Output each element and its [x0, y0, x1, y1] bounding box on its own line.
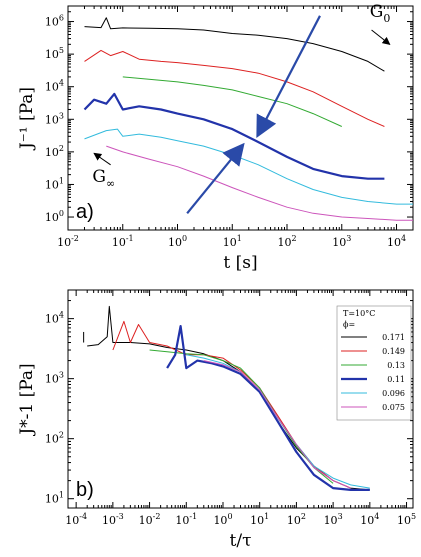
x-tick-label: 10-1 [175, 512, 197, 527]
series-line-phi-0.075 [106, 145, 413, 221]
legend-entry-label: 0.075 [382, 403, 405, 412]
panel-label: b) [76, 479, 94, 501]
panel-b: 10-4 10-3 10-2 10-1 100 101 102 103 104 105 101 102… [17, 289, 416, 551]
x-tick-label: 101 [223, 234, 242, 249]
legend-entry-label: 0.13 [387, 361, 405, 370]
y-tick-label: 100 [45, 209, 64, 224]
annotation-g0: G0 [370, 2, 391, 25]
x-tick-label: 10-2 [139, 512, 161, 527]
y-axis-label: J⁻¹ [Pa] [17, 87, 37, 151]
series-line-phi-0.075 [203, 360, 351, 489]
series-line-phi-0.11 [166, 325, 370, 491]
series-line-phi-0.13 [149, 349, 334, 484]
x-tick-label: 102 [277, 234, 296, 249]
series-line-phi-0.171 [87, 305, 370, 491]
series-line-phi-0.096 [84, 128, 413, 205]
series-group [83, 17, 413, 221]
y-tick-label: 105 [45, 46, 64, 61]
series-line-phi-0.171 [84, 17, 385, 72]
plot-frame [67, 5, 414, 231]
legend-entry-label: 0.11 [387, 375, 405, 384]
x-tick-label: 101 [250, 512, 269, 527]
x-tick-label: 102 [287, 512, 306, 527]
legend-entry-label: 0.096 [382, 389, 405, 398]
x-axis-label: t/τ [230, 531, 252, 551]
g0-pointer-arrow [371, 29, 391, 45]
y-tick-label: 104 [45, 311, 64, 326]
y-tick-label: 102 [45, 144, 64, 159]
x-tick-label: 10-2 [57, 234, 79, 249]
x-axis-label: t [s] [223, 253, 257, 273]
panel-a: 10-2 10-1 100 101 102 103 104 100 101 102 103 104 10… [17, 2, 414, 273]
series-line-phi-0.149 [112, 320, 351, 489]
annotation-g-infinity: G∞ [92, 167, 115, 190]
y-tick-label: 102 [45, 431, 64, 446]
x-tick-label: 10-3 [102, 512, 124, 527]
y-axis-label: J*-1 [Pa] [17, 363, 37, 436]
x-tick-label: 103 [332, 234, 351, 249]
legend-entry-label: 0.149 [382, 347, 405, 356]
y-tick-label: 101 [45, 491, 64, 506]
trend-arrow-up [186, 142, 245, 215]
series-group [87, 305, 370, 491]
series-line-phi-0.149 [84, 49, 385, 127]
x-tick-label: 105 [397, 512, 416, 527]
trend-arrow-down [256, 15, 321, 139]
series-line-phi-0.11 [83, 92, 385, 180]
legend-subtitle: ϕ= [343, 320, 355, 329]
x-tick-label: 104 [360, 512, 379, 527]
y-tick-label: 104 [45, 79, 64, 94]
panel-label: a) [76, 201, 94, 223]
x-tick-label: 100 [168, 234, 187, 249]
y-tick-label: 103 [45, 111, 64, 126]
y-tick-label: 101 [45, 176, 64, 191]
x-tick-label: 104 [387, 234, 406, 249]
x-tick-label: 100 [213, 512, 232, 527]
series-line-phi-0.13 [122, 76, 343, 127]
x-tick-label: 103 [324, 512, 343, 527]
legend-entry-label: 0.171 [382, 333, 405, 342]
g-infinity-pointer-arrow [93, 152, 111, 166]
y-tick-label: 106 [45, 14, 64, 29]
x-tick-label: 10-4 [65, 512, 87, 527]
y-tick-label: 103 [45, 371, 64, 386]
x-tick-label: 10-1 [112, 234, 134, 249]
legend-box [336, 305, 412, 421]
legend-title: T=10°C [343, 309, 375, 318]
